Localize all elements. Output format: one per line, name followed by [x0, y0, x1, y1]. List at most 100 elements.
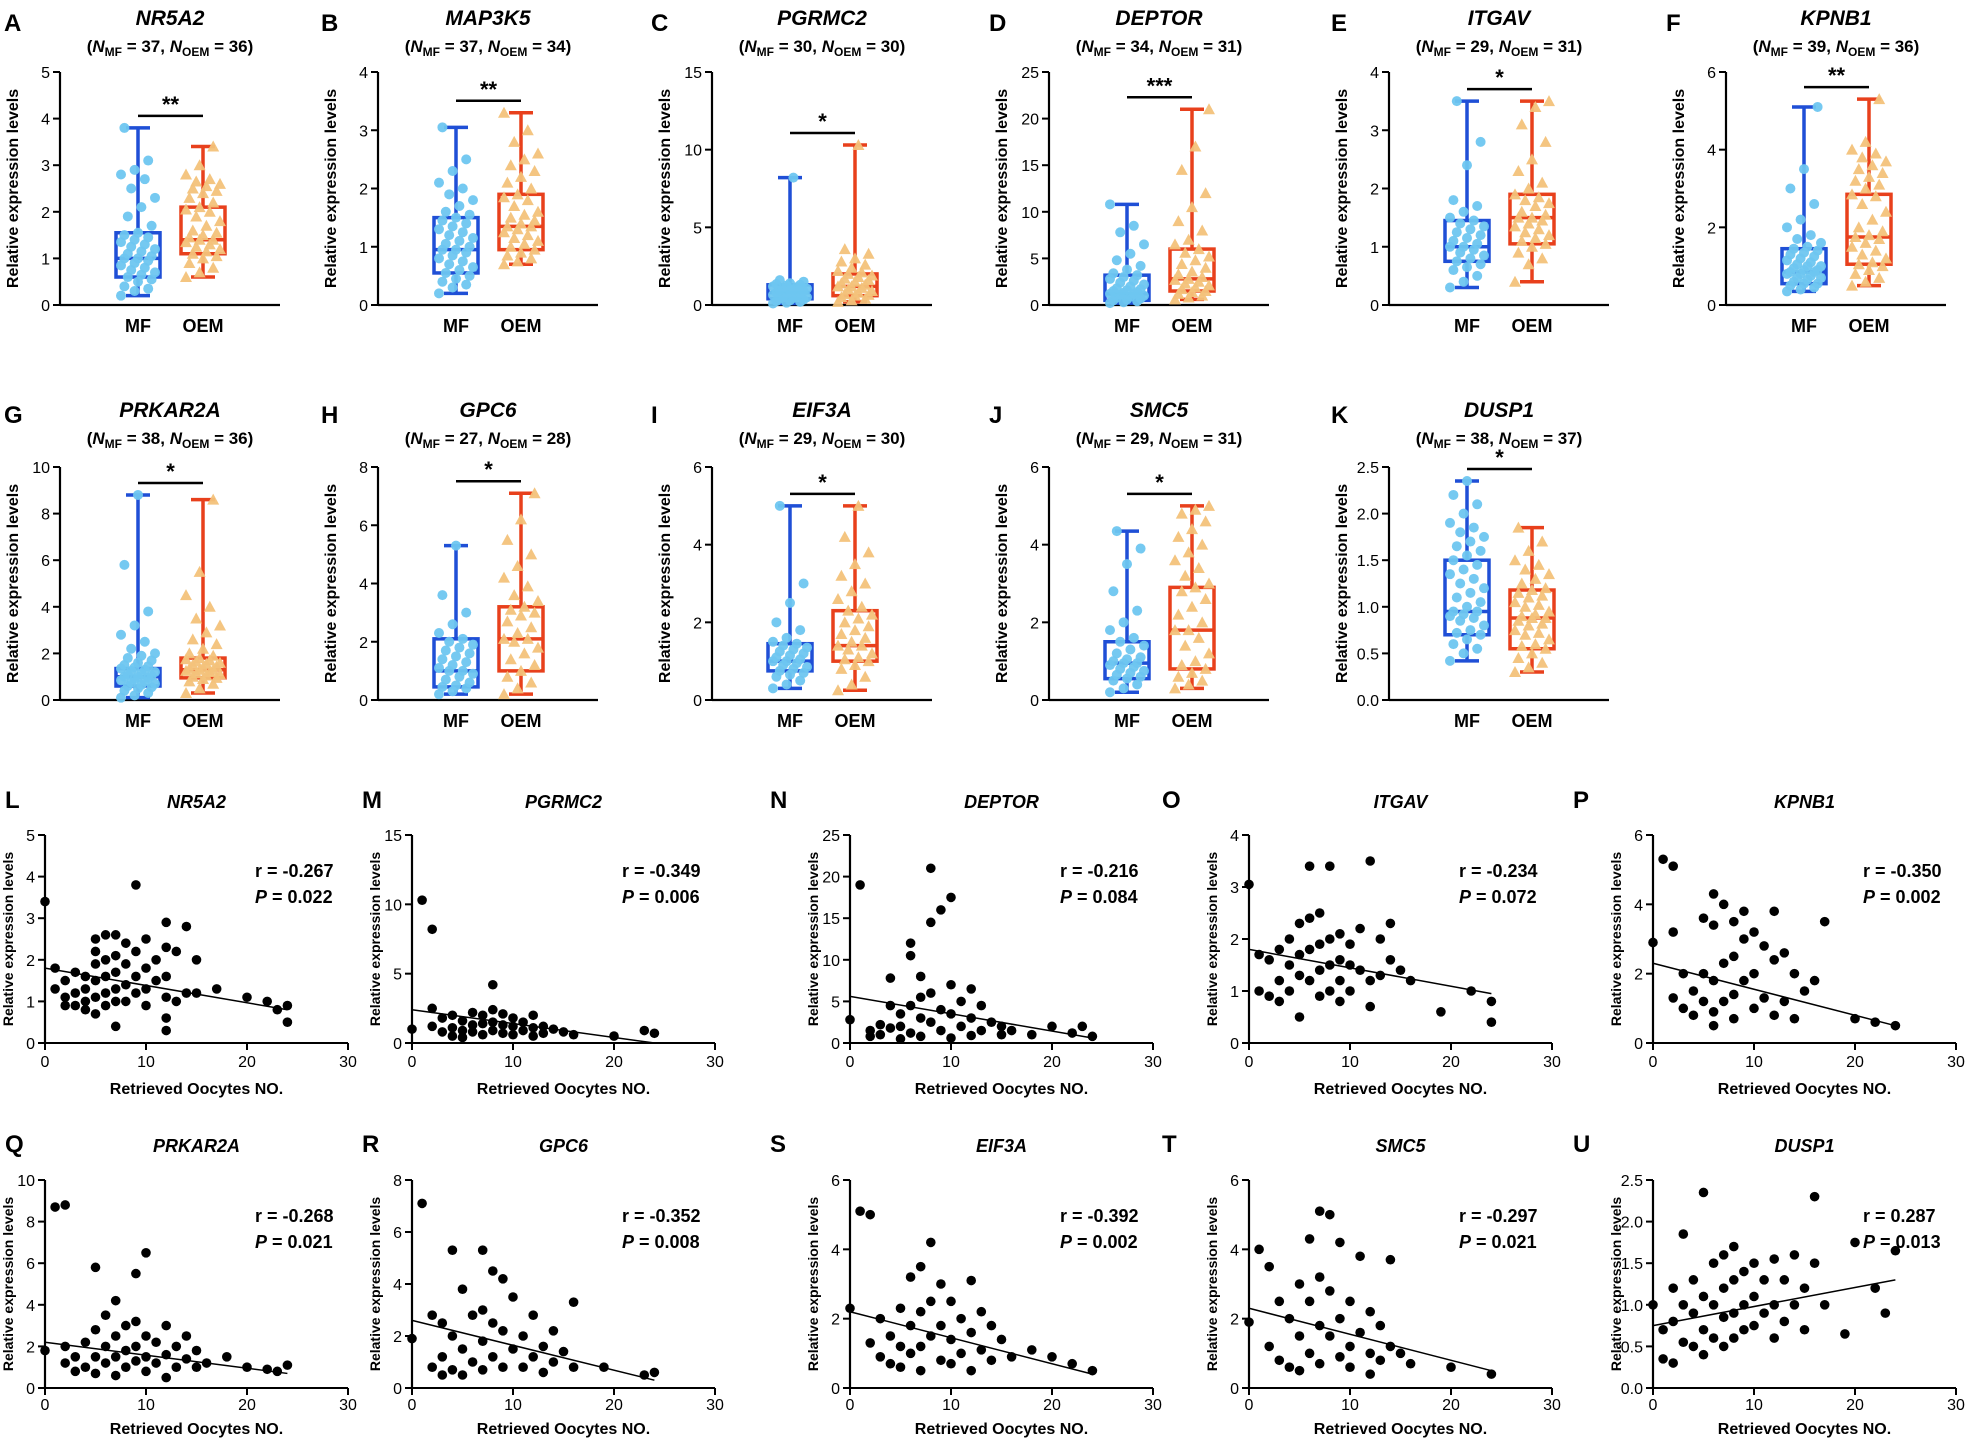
data-point	[1769, 1333, 1779, 1343]
group-oem	[1168, 499, 1216, 694]
data-point	[1678, 1337, 1689, 1348]
y-tick-label: 2	[26, 953, 35, 970]
data-point	[1708, 1333, 1719, 1343]
data-point	[1375, 1320, 1386, 1331]
data-point	[1458, 564, 1469, 575]
data-point	[1451, 627, 1462, 638]
data-point	[1199, 662, 1212, 674]
data-point	[895, 1362, 906, 1372]
sample-size-text: OEM	[1511, 437, 1538, 451]
sample-size-text: ,	[1489, 429, 1498, 448]
data-point	[222, 1352, 232, 1362]
sample-size-text: )	[1914, 37, 1920, 56]
data-point	[1139, 665, 1149, 676]
data-point	[976, 1345, 987, 1355]
data-point	[1515, 577, 1528, 589]
data-point	[915, 1013, 926, 1023]
data-point	[1169, 682, 1181, 694]
y-tick-label: 4	[1030, 538, 1039, 555]
y-tick-label: 0	[1370, 298, 1379, 315]
data-point	[1448, 265, 1459, 276]
correlation-r: r = -0.350	[1863, 861, 1942, 881]
data-point	[1688, 1275, 1699, 1285]
x-tick-label: 30	[1947, 1397, 1965, 1414]
data-point	[1304, 861, 1315, 871]
data-point	[1345, 986, 1355, 996]
data-point	[197, 229, 209, 241]
data-point	[1802, 241, 1813, 252]
data-point	[207, 196, 220, 208]
data-point	[90, 1324, 101, 1335]
group-mf	[766, 172, 814, 309]
data-point	[1264, 955, 1274, 965]
data-point	[1880, 205, 1892, 217]
data-point	[1678, 1229, 1689, 1239]
data-point	[1749, 968, 1759, 979]
data-point	[150, 648, 160, 659]
data-point	[191, 1345, 202, 1356]
data-point	[1462, 634, 1472, 645]
data-point	[1284, 960, 1295, 970]
y-axis-title: Relative expression levels	[1334, 484, 1351, 683]
data-point	[1708, 1258, 1719, 1268]
data-point	[1668, 1316, 1678, 1327]
data-point	[434, 662, 444, 673]
y-tick-label: 1	[26, 994, 35, 1011]
sample-size-text: )	[900, 37, 906, 56]
data-point	[139, 636, 150, 647]
data-point	[447, 1365, 458, 1375]
data-point	[1543, 605, 1555, 617]
sample-size-label: (NMF = 34, NOEM = 31)	[1076, 37, 1243, 59]
panel-d: D DEPTOR(NMF = 34, NOEM = 31)Relative exp…	[989, 7, 1269, 336]
p-value: P = 0.002	[1060, 1232, 1138, 1252]
data-point	[1880, 155, 1892, 167]
regression-line	[1248, 948, 1492, 995]
y-tick-label: 0.5	[1621, 1339, 1643, 1356]
data-point	[427, 924, 438, 935]
data-point	[1850, 1013, 1860, 1024]
data-point	[1375, 934, 1386, 944]
sample-size-text: ,	[812, 37, 821, 56]
data-point	[180, 168, 192, 180]
data-point	[447, 221, 458, 232]
y-tick-label: 8	[26, 1215, 35, 1232]
correlation-r: r = -0.267	[255, 861, 334, 881]
data-point	[1759, 1308, 1769, 1318]
data-point	[1182, 546, 1195, 558]
data-point	[905, 950, 916, 961]
sample-size-text: =	[122, 429, 141, 448]
panel-n: N DEPTOR Relative expression levels 0 5 10 15 2…	[770, 787, 1162, 1098]
data-point	[1135, 260, 1146, 271]
data-point	[193, 565, 206, 577]
sample-size-text: MF	[1094, 45, 1111, 59]
data-point	[532, 147, 544, 159]
data-point	[150, 192, 160, 203]
data-point	[1139, 279, 1149, 290]
data-point	[835, 627, 848, 639]
data-point	[1189, 281, 1202, 293]
sample-size-text: N	[1421, 37, 1434, 56]
data-point	[515, 609, 527, 621]
y-tick-label: 4	[393, 1277, 402, 1294]
data-point	[1789, 1013, 1800, 1024]
data-point	[1859, 275, 1872, 287]
sample-size-text: =	[774, 37, 793, 56]
data-point	[457, 1370, 468, 1380]
data-point	[1759, 993, 1769, 1003]
data-point	[464, 648, 475, 659]
data-point	[528, 243, 541, 255]
y-tick-label: 4	[41, 112, 50, 129]
data-point	[498, 688, 510, 700]
data-point	[1436, 1007, 1446, 1017]
data-point	[1512, 246, 1525, 258]
data-point	[781, 679, 792, 690]
y-axis-title: Relative expression levels	[994, 89, 1011, 288]
data-point	[768, 683, 778, 694]
data-point	[1708, 1300, 1719, 1310]
data-point	[1522, 258, 1535, 270]
sample-size-text: MF	[423, 437, 440, 451]
data-point	[1543, 229, 1555, 241]
data-point	[1816, 272, 1826, 283]
data-point	[568, 1362, 579, 1372]
data-point	[609, 1031, 619, 1041]
